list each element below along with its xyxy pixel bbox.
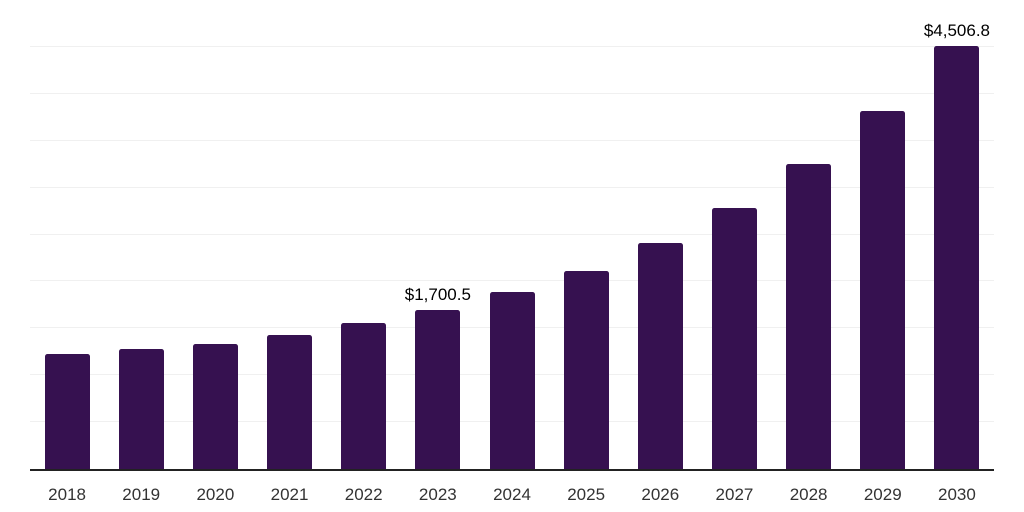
bar-2024 [489, 292, 535, 469]
bar-2027 [711, 207, 757, 469]
gridline-3500 [30, 139, 994, 141]
bar-2018 [44, 354, 90, 469]
bar-2026 [637, 242, 683, 469]
value-label-2023: $1,700.5 [404, 284, 471, 304]
gridline-4500 [30, 45, 994, 47]
gridline-4000 [30, 92, 994, 94]
x-tick-label-2029: 2029 [863, 485, 902, 504]
bar-2025 [563, 271, 609, 469]
x-tick-label-2028: 2028 [789, 485, 828, 504]
gridline-3000 [30, 186, 994, 188]
x-tick-label-2019: 2019 [122, 485, 161, 504]
x-tick-label-2030: 2030 [938, 485, 976, 504]
x-tick-label-2026: 2026 [641, 485, 680, 504]
x-tick-label-2023: 2023 [418, 485, 457, 504]
bar-2030 [934, 46, 980, 469]
x-tick-label-2018: 2018 [48, 485, 86, 504]
bar-2023 [415, 309, 461, 469]
bar-2021 [267, 335, 313, 469]
gridline-2500 [30, 233, 994, 235]
bar-2029 [860, 110, 906, 469]
x-tick-label-2025: 2025 [567, 485, 606, 504]
bar-2028 [786, 163, 832, 469]
bar-2020 [192, 343, 238, 469]
gridline-2000 [30, 280, 994, 282]
bar-2022 [341, 323, 387, 469]
value-label-2030: $4,506.8 [923, 21, 991, 41]
plot-area: $1,700.5 $4,506.8 [30, 2, 994, 471]
x-tick-label-2027: 2027 [715, 485, 754, 504]
x-tick-label-2024: 2024 [493, 485, 531, 504]
x-tick-label-2020: 2020 [196, 485, 235, 504]
x-tick-label-2022: 2022 [344, 485, 383, 504]
x-tick-label-2021: 2021 [270, 485, 309, 504]
x-axis: 2018 2019 2020 2021 2022 2023 2024 2025 2026 2027… [30, 484, 994, 506]
bar-2019 [118, 349, 164, 469]
